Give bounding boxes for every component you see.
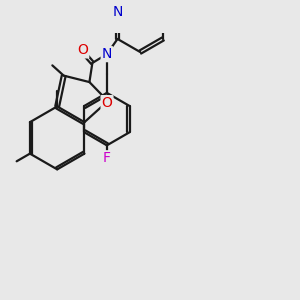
Text: O: O bbox=[77, 44, 88, 57]
Text: F: F bbox=[103, 151, 111, 165]
Text: N: N bbox=[112, 5, 123, 19]
Text: O: O bbox=[102, 96, 112, 110]
Text: N: N bbox=[102, 47, 112, 61]
